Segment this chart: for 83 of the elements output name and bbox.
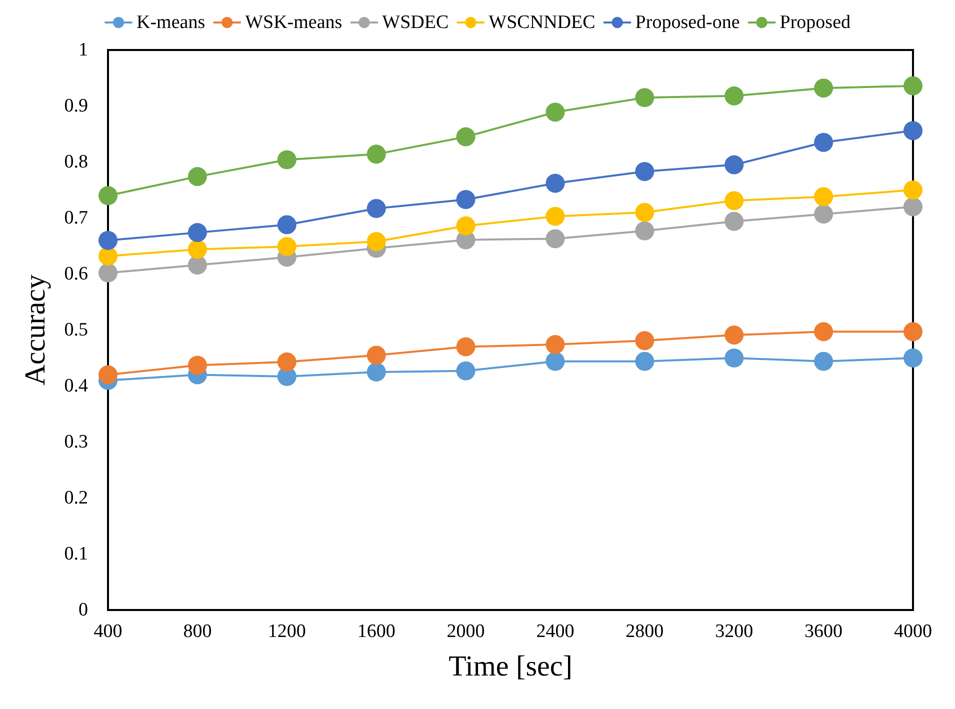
y-tick-label: 0.7 bbox=[64, 208, 88, 228]
point bbox=[814, 132, 834, 152]
point bbox=[724, 155, 744, 174]
point bbox=[904, 348, 922, 368]
point bbox=[904, 180, 922, 200]
y-tick-label: 0.8 bbox=[64, 152, 88, 172]
point bbox=[366, 362, 386, 382]
x-tick-label: 2400 bbox=[536, 621, 574, 642]
y-tick-label: 0.2 bbox=[64, 488, 88, 508]
point bbox=[635, 88, 654, 108]
y-tick-label: 0.9 bbox=[64, 96, 88, 116]
point bbox=[546, 335, 565, 354]
x-tick-label: 1600 bbox=[357, 621, 396, 642]
y-tick-label: 0 bbox=[78, 600, 88, 620]
point bbox=[724, 212, 744, 231]
x-tick-label: 400 bbox=[94, 621, 122, 642]
y-tick-label: 0.4 bbox=[64, 376, 88, 396]
legend-label: Proposed-one bbox=[635, 12, 740, 33]
point bbox=[635, 331, 654, 350]
x-tick-label: 4000 bbox=[894, 621, 932, 642]
legend-label: WSK-means bbox=[245, 12, 342, 33]
point bbox=[188, 223, 207, 242]
point bbox=[814, 187, 834, 206]
point bbox=[366, 346, 386, 365]
point bbox=[814, 204, 834, 224]
point bbox=[188, 240, 207, 259]
y-tick-label: 0.3 bbox=[64, 432, 88, 452]
point bbox=[98, 186, 118, 206]
point bbox=[98, 365, 118, 384]
x-tick-label: 2000 bbox=[446, 621, 485, 642]
point bbox=[277, 237, 296, 256]
point bbox=[724, 348, 744, 368]
point bbox=[635, 202, 654, 222]
point bbox=[546, 352, 565, 371]
point bbox=[366, 144, 386, 164]
point bbox=[635, 352, 654, 371]
point bbox=[904, 322, 922, 342]
x-tick-label: 3200 bbox=[715, 621, 754, 642]
point bbox=[456, 190, 476, 210]
x-tick-label: 2800 bbox=[626, 621, 664, 642]
point bbox=[546, 174, 565, 193]
point bbox=[904, 197, 922, 216]
x-tick-label: 1200 bbox=[268, 621, 306, 642]
point bbox=[98, 230, 118, 250]
point bbox=[724, 86, 744, 106]
point bbox=[456, 127, 476, 146]
y-tick-label: 0.6 bbox=[64, 264, 88, 284]
point bbox=[188, 256, 207, 275]
point bbox=[188, 356, 207, 375]
point bbox=[814, 352, 834, 371]
point bbox=[277, 150, 296, 170]
point bbox=[98, 246, 118, 266]
point bbox=[814, 322, 834, 342]
point bbox=[546, 102, 565, 122]
point bbox=[546, 229, 565, 248]
y-tick-label: 1 bbox=[78, 40, 88, 60]
point bbox=[724, 191, 744, 210]
point bbox=[904, 76, 922, 96]
legend-label: K-means bbox=[136, 12, 206, 33]
point bbox=[635, 221, 654, 240]
point bbox=[188, 167, 207, 186]
point bbox=[814, 78, 834, 98]
point bbox=[904, 121, 922, 140]
point bbox=[456, 337, 476, 356]
y-tick-label: 0.5 bbox=[64, 320, 88, 340]
legend-label: WSDEC bbox=[382, 12, 449, 33]
point bbox=[277, 352, 296, 372]
x-axis-title: Time [sec] bbox=[448, 650, 572, 682]
point bbox=[98, 263, 118, 282]
x-tick-label: 800 bbox=[183, 621, 212, 642]
point bbox=[456, 361, 476, 380]
point bbox=[277, 215, 296, 234]
point bbox=[546, 206, 565, 226]
y-axis-title: Accuracy bbox=[20, 274, 52, 386]
point bbox=[366, 198, 386, 218]
y-tick-label: 0.1 bbox=[64, 544, 88, 564]
legend-label: WSCNNDEC bbox=[488, 12, 596, 33]
point bbox=[724, 326, 744, 345]
point bbox=[635, 162, 654, 182]
point bbox=[366, 232, 386, 252]
x-tick-label: 3600 bbox=[804, 621, 843, 642]
point bbox=[456, 216, 476, 236]
legend-label: Proposed bbox=[780, 12, 851, 33]
